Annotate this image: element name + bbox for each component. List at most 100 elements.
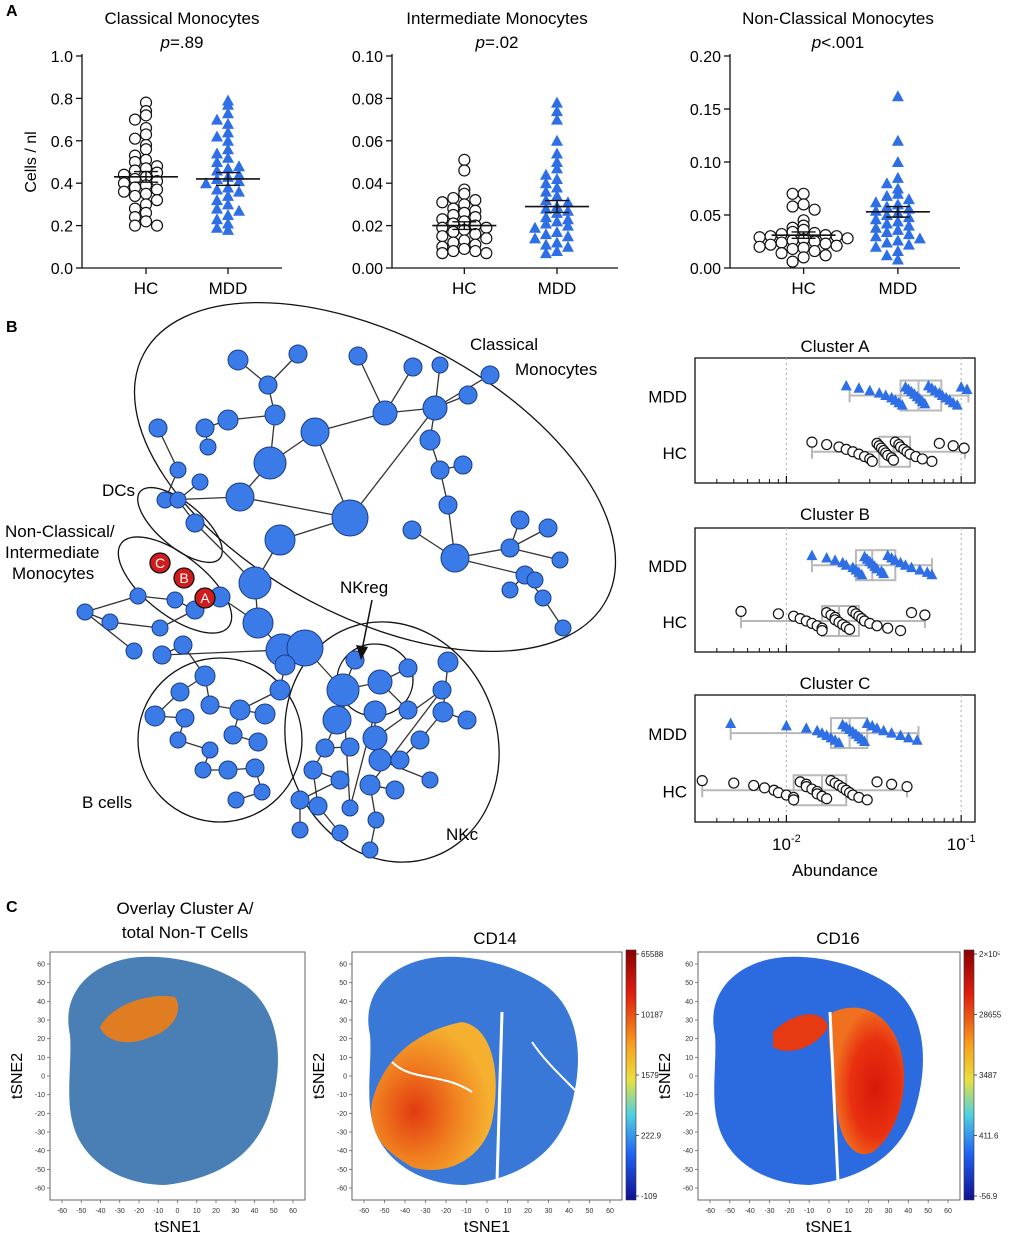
mdd-point — [222, 181, 234, 193]
tsne-ytick-label: -60 — [683, 1186, 693, 1193]
mdd-point — [211, 221, 223, 233]
p-symbol: p — [474, 33, 484, 52]
hc-point — [764, 238, 777, 251]
y-tick-label: 0.06 — [352, 134, 383, 151]
tree-node — [526, 571, 544, 589]
mdd-point — [864, 384, 876, 396]
tree-node — [340, 737, 360, 757]
tree-node — [253, 783, 271, 801]
panel-label-a: A — [6, 3, 18, 20]
mdd-point — [880, 249, 893, 261]
cluster-title: Cluster C — [800, 674, 871, 693]
tree-node — [398, 700, 418, 720]
mdd-point — [869, 213, 882, 225]
hc-point — [458, 164, 471, 177]
mdd-point — [911, 734, 923, 745]
tsne-ytick-label: 50 — [685, 980, 693, 987]
hc-point — [887, 454, 900, 466]
tree-node — [169, 731, 187, 749]
mdd-point — [886, 727, 898, 738]
tsne-xtick-label: 10 — [504, 1208, 512, 1215]
hc-point — [128, 113, 142, 126]
mdd-point — [880, 236, 893, 248]
hc-point — [919, 609, 931, 621]
label-noncl-2: Intermediate — [5, 543, 100, 562]
tree-node — [303, 760, 323, 780]
mdd-point — [550, 96, 563, 108]
tsne-subtitle: total Non-T Cells — [122, 923, 248, 942]
tree-node — [419, 429, 441, 451]
tsne-ytick-label: 10 — [685, 1055, 693, 1062]
hc-point — [786, 187, 799, 200]
mdd-point — [550, 156, 563, 167]
cluster-row-label: MDD — [648, 388, 687, 407]
hc-point — [128, 219, 142, 232]
y-tick-label: 0.00 — [352, 261, 383, 278]
y-tick-label: 0.8 — [51, 91, 73, 108]
tick-exp: -1 — [966, 833, 976, 845]
tree-node — [480, 365, 500, 385]
cd14-high-region — [371, 1022, 496, 1170]
y-tick-label: 0.0 — [51, 261, 73, 278]
tree-edge — [84, 611, 135, 652]
tsne-xtick-label: -10 — [804, 1208, 814, 1215]
red-node-label: B — [179, 570, 188, 586]
tsne-xtick-label: -20 — [134, 1208, 144, 1215]
cluster-frame — [694, 694, 976, 823]
red-node — [194, 587, 216, 609]
tsne-ytick-label: -20 — [337, 1111, 347, 1118]
mdd-point — [561, 219, 574, 231]
mdd-point — [539, 247, 552, 259]
cluster-boxplots: Cluster A MDD HC Cluster B MDD HC Cluster C MDD… — [648, 337, 976, 880]
mdd-point — [869, 196, 882, 208]
mdd-point — [222, 223, 234, 235]
cluster-frame — [694, 527, 976, 653]
cells-gap — [531, 1041, 578, 1123]
hc-point — [458, 153, 471, 166]
mdd-point — [539, 228, 552, 240]
mdd-point — [902, 193, 915, 205]
tree-node — [225, 482, 255, 512]
tree-node — [144, 705, 166, 727]
tsne-xtick-label: -10 — [153, 1208, 163, 1215]
mdd-point — [539, 217, 552, 229]
colorbar-label: 222.9 — [641, 1132, 662, 1141]
hc-point — [806, 436, 818, 448]
tsne-ytick-label: 0 — [41, 1074, 45, 1081]
tsne-xtick-label: 0 — [827, 1208, 831, 1215]
tsne-ytick-label: 10 — [37, 1055, 45, 1062]
mdd-point — [869, 204, 882, 216]
tree-node — [430, 460, 450, 480]
tree-node — [438, 495, 458, 515]
mdd-point — [550, 236, 563, 248]
hc-point — [728, 777, 740, 789]
tree-node — [195, 418, 215, 438]
tsne-ytick-label: 0 — [343, 1074, 347, 1081]
hc-point — [480, 221, 493, 234]
panel-label-b: B — [6, 319, 18, 336]
y-tick-label: 0.20 — [690, 49, 721, 66]
hc-point — [458, 187, 471, 200]
tree-node — [551, 551, 569, 569]
y-tick-label: 1.0 — [51, 49, 73, 66]
hc-point — [117, 185, 131, 198]
p-number: =.02 — [485, 33, 519, 52]
mdd-point — [222, 143, 234, 155]
cells-gap — [391, 1061, 473, 1093]
tree-node — [368, 748, 392, 772]
mdd-point — [833, 736, 845, 748]
mdd-point — [561, 213, 574, 225]
tsne-ytick-label: 60 — [339, 962, 347, 969]
mdd-point — [211, 147, 223, 159]
tsne-xtick-label: -60 — [359, 1208, 369, 1215]
mdd-point — [880, 177, 893, 189]
hc-point — [808, 244, 821, 258]
hc-point — [758, 782, 771, 794]
mdd-point — [561, 196, 574, 208]
hc-point — [916, 453, 928, 465]
mdd-point — [880, 389, 892, 400]
hc-point — [821, 793, 833, 805]
hc-point — [150, 183, 164, 196]
mdd-point — [550, 189, 563, 201]
tree-node — [326, 673, 360, 707]
